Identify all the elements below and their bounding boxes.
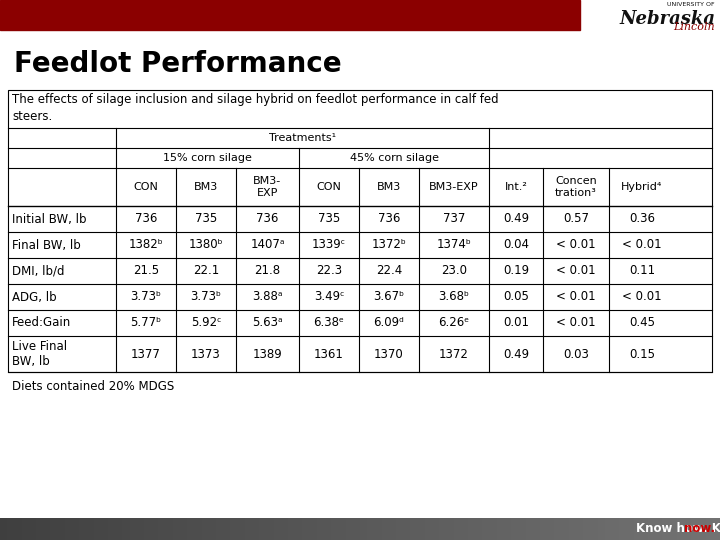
Text: 0.11: 0.11 <box>629 265 655 278</box>
Text: 1374ᵇ: 1374ᵇ <box>436 239 472 252</box>
Text: Feedlot Performance: Feedlot Performance <box>14 50 341 78</box>
Text: 1370: 1370 <box>374 348 404 361</box>
Text: 3.68ᵇ: 3.68ᵇ <box>438 291 469 303</box>
Text: < 0.01: < 0.01 <box>556 316 596 329</box>
Text: 6.09ᵈ: 6.09ᵈ <box>374 316 405 329</box>
Text: 0.01: 0.01 <box>503 316 529 329</box>
Bar <box>8 90 712 372</box>
Text: 21.5: 21.5 <box>133 265 159 278</box>
Text: 21.8: 21.8 <box>254 265 281 278</box>
Text: 1407ᵃ: 1407ᵃ <box>251 239 284 252</box>
Text: 15% corn silage: 15% corn silage <box>163 153 252 163</box>
Text: DMI, lb/d: DMI, lb/d <box>12 265 65 278</box>
Text: 1339ᶜ: 1339ᶜ <box>312 239 346 252</box>
Text: 0.04: 0.04 <box>503 239 529 252</box>
Bar <box>0 0 580 30</box>
Text: 1373: 1373 <box>191 348 221 361</box>
Text: CON: CON <box>134 182 158 192</box>
Text: 22.1: 22.1 <box>193 265 219 278</box>
Text: Feed:Gain: Feed:Gain <box>12 316 71 329</box>
Text: 6.26ᵉ: 6.26ᵉ <box>438 316 469 329</box>
Text: 22.3: 22.3 <box>316 265 342 278</box>
Bar <box>8 90 712 372</box>
Text: 0.36: 0.36 <box>629 213 655 226</box>
Text: 0.05: 0.05 <box>503 291 529 303</box>
Text: 1389: 1389 <box>253 348 282 361</box>
Text: Final BW, lb: Final BW, lb <box>12 239 81 252</box>
Text: 5.77ᵇ: 5.77ᵇ <box>130 316 161 329</box>
Text: BM3: BM3 <box>377 182 401 192</box>
Text: 5.63ᵃ: 5.63ᵃ <box>252 316 283 329</box>
Text: BM3-
EXP: BM3- EXP <box>253 176 282 198</box>
Text: Treatments¹: Treatments¹ <box>269 133 336 143</box>
Text: Live Final
BW, lb: Live Final BW, lb <box>12 340 67 368</box>
Text: 736: 736 <box>256 213 279 226</box>
Text: The effects of silage inclusion and silage hybrid on feedlot performance in calf: The effects of silage inclusion and sila… <box>12 93 499 123</box>
Text: 23.0: 23.0 <box>441 265 467 278</box>
Text: 1372: 1372 <box>439 348 469 361</box>
Text: 0.45: 0.45 <box>629 316 655 329</box>
Text: 1372ᵇ: 1372ᵇ <box>372 239 406 252</box>
Text: BM3: BM3 <box>194 182 218 192</box>
Text: BM3-EXP: BM3-EXP <box>429 182 479 192</box>
Text: 737: 737 <box>443 213 465 226</box>
Text: Int.²: Int.² <box>505 182 528 192</box>
Text: 6.38ᵉ: 6.38ᵉ <box>314 316 344 329</box>
Text: UNIVERSITY OF: UNIVERSITY OF <box>667 2 715 7</box>
Text: 736: 736 <box>135 213 157 226</box>
Text: Hybrid⁴: Hybrid⁴ <box>621 182 662 192</box>
Text: Diets contained 20% MDGS: Diets contained 20% MDGS <box>12 380 174 393</box>
Text: Concen
tration³: Concen tration³ <box>555 176 597 198</box>
Text: 0.57: 0.57 <box>563 213 589 226</box>
Text: 3.73ᵇ: 3.73ᵇ <box>130 291 161 303</box>
Text: 5.92ᶜ: 5.92ᶜ <box>191 316 221 329</box>
Text: < 0.01: < 0.01 <box>556 239 596 252</box>
Text: 22.4: 22.4 <box>376 265 402 278</box>
Text: 45% corn silage: 45% corn silage <box>349 153 438 163</box>
Text: now.: now. <box>684 523 715 536</box>
Text: 1377: 1377 <box>131 348 161 361</box>
Text: 1380ᵇ: 1380ᵇ <box>189 239 223 252</box>
Text: 0.19: 0.19 <box>503 265 529 278</box>
Text: 3.73ᵇ: 3.73ᵇ <box>191 291 222 303</box>
Text: 3.49ᶜ: 3.49ᶜ <box>314 291 344 303</box>
Text: 735: 735 <box>318 213 340 226</box>
Text: 1361: 1361 <box>314 348 344 361</box>
Text: 0.49: 0.49 <box>503 213 529 226</box>
Text: CON: CON <box>317 182 341 192</box>
Text: < 0.01: < 0.01 <box>622 239 662 252</box>
Text: Initial BW, lb: Initial BW, lb <box>12 213 86 226</box>
Text: 0.15: 0.15 <box>629 348 655 361</box>
Text: Nebraska: Nebraska <box>619 10 715 28</box>
Text: ADG, lb: ADG, lb <box>12 291 57 303</box>
Text: < 0.01: < 0.01 <box>556 291 596 303</box>
Text: 3.88ᵃ: 3.88ᵃ <box>252 291 283 303</box>
Text: 1382ᵇ: 1382ᵇ <box>129 239 163 252</box>
Text: 0.03: 0.03 <box>563 348 589 361</box>
Text: Lincoln: Lincoln <box>673 22 715 32</box>
Text: 3.67ᵇ: 3.67ᵇ <box>374 291 405 303</box>
Text: 0.49: 0.49 <box>503 348 529 361</box>
Text: 735: 735 <box>195 213 217 226</box>
Text: < 0.01: < 0.01 <box>556 265 596 278</box>
Text: Know how. Know: Know how. Know <box>636 523 720 536</box>
Text: < 0.01: < 0.01 <box>622 291 662 303</box>
Text: 736: 736 <box>378 213 400 226</box>
